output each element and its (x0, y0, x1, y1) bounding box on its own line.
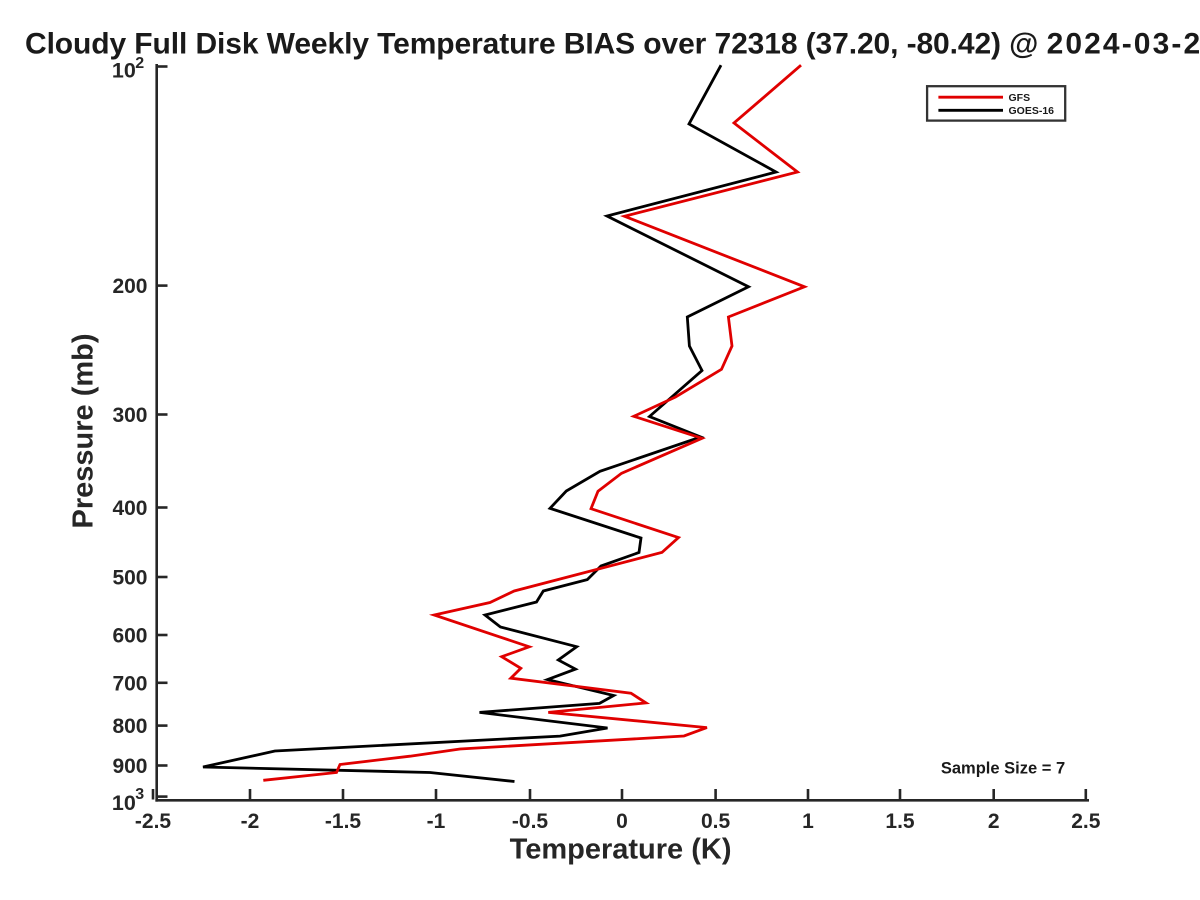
svg-text:2: 2 (135, 55, 144, 72)
svg-text:200: 200 (112, 275, 147, 298)
svg-text:-2: -2 (241, 810, 260, 833)
svg-text:0.5: 0.5 (701, 810, 731, 833)
svg-text:600: 600 (112, 625, 147, 648)
svg-text:2.5: 2.5 (1071, 810, 1101, 833)
svg-text:Temperature (K): Temperature (K) (510, 834, 732, 866)
svg-text:-2.5: -2.5 (135, 810, 172, 833)
svg-text:-1.5: -1.5 (325, 810, 362, 833)
svg-text:500: 500 (112, 567, 147, 590)
svg-text:1: 1 (802, 810, 814, 833)
svg-text:400: 400 (112, 497, 147, 520)
svg-text:GFS: GFS (1009, 92, 1031, 104)
svg-text:10: 10 (112, 791, 136, 815)
svg-text:300: 300 (112, 404, 147, 427)
svg-text:Cloudy Full Disk Weekly Temper: Cloudy Full Disk Weekly Temperature BIAS… (25, 28, 1200, 61)
svg-text:0: 0 (616, 810, 628, 833)
svg-text:Pressure (mb): Pressure (mb) (68, 333, 100, 528)
svg-text:-0.5: -0.5 (512, 810, 549, 833)
svg-text:Sample Size = 7: Sample Size = 7 (941, 759, 1065, 777)
svg-text:800: 800 (112, 715, 147, 738)
svg-text:2: 2 (988, 810, 1000, 833)
svg-text:1.5: 1.5 (885, 810, 915, 833)
svg-text:GOES-16: GOES-16 (1009, 105, 1055, 117)
svg-text:3: 3 (135, 786, 144, 803)
svg-text:900: 900 (112, 755, 147, 778)
svg-text:-1: -1 (427, 810, 446, 833)
svg-text:10: 10 (112, 59, 136, 83)
svg-text:700: 700 (112, 672, 147, 695)
